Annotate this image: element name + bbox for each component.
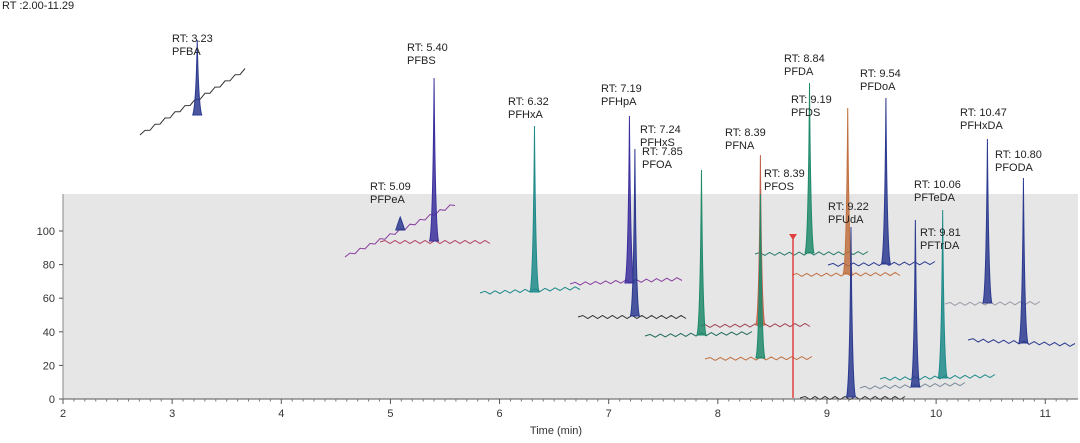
x-tick-label: 10: [930, 408, 942, 420]
peak-pfhxa: [529, 125, 540, 293]
peak-name-label: PFPeA: [370, 194, 406, 206]
peak-rt-label: RT: 9.81: [920, 227, 961, 239]
peak-rt-label: RT: 10.80: [995, 149, 1042, 161]
x-tick-label: 9: [824, 408, 830, 420]
peak-rt-label: RT: 8.39: [725, 127, 766, 139]
x-tick-label: 6: [496, 408, 502, 420]
peak-name-label: PFNA: [725, 140, 755, 152]
peak-rt-label: RT: 7.24: [640, 124, 681, 136]
peak-rt-label: RT: 8.84: [784, 53, 825, 65]
x-tick-label: 3: [169, 408, 175, 420]
rt-range-label: RT :2.00-11.29: [2, 0, 75, 12]
y-tick-label: 60: [43, 293, 55, 305]
peak-name-label: PFOS: [764, 181, 794, 193]
y-tick-label: 40: [43, 327, 55, 339]
peak-pfoda: [1018, 177, 1029, 344]
peak-name-label: PFBA: [172, 46, 201, 58]
peak-name-label: PFDS: [791, 107, 820, 119]
y-axis-ticks: 0 20 40 60 80 100: [37, 226, 63, 406]
peak-name-label: PFDoA: [860, 81, 896, 93]
peak-rt-label: RT: 8.39: [764, 168, 805, 180]
x-axis-ticks: 2 3 4 5 6 7 8 9 10 11: [60, 399, 1068, 420]
peak-rt-label: RT: 10.06: [914, 179, 961, 191]
peak-name-label: PFTeDA: [914, 192, 956, 204]
peak-name-label: PFDA: [784, 66, 814, 78]
peak-pfoa: [696, 169, 707, 336]
peak-pfhpa: [624, 115, 635, 284]
peak-pfda: [804, 82, 815, 254]
peak-rt-label: RT: 3.23: [172, 33, 213, 45]
peak-name-label: PFHxS: [640, 137, 675, 149]
x-tick-label: 11: [1040, 408, 1051, 420]
x-tick-label: 4: [278, 408, 284, 420]
peak-rt-label: RT: 5.09: [370, 181, 411, 193]
x-tick-label: 2: [60, 408, 66, 420]
peak-rt-label: RT: 7.19: [601, 83, 642, 95]
y-tick-label: 80: [43, 260, 55, 272]
peak-pfpea: [395, 215, 406, 231]
peak-pfba: [192, 39, 203, 116]
peak-pfhxda: [982, 138, 993, 304]
x-axis-title: Time (min): [530, 425, 582, 437]
y-tick-label: 20: [43, 360, 55, 372]
marker-triangle: [789, 234, 797, 240]
peak-rt-label: RT: 7.85: [642, 146, 683, 158]
peak-name-label: PFODA: [995, 162, 1034, 174]
peak-rt-label: RT: 9.19: [791, 94, 832, 106]
y-tick-label: 100: [37, 226, 55, 238]
x-tick-label: 7: [606, 408, 612, 420]
peak-name-label: PFTrDA: [920, 240, 960, 252]
peak-pfuda: [845, 226, 857, 398]
peak-pftrda: [910, 219, 921, 388]
peak-name-label: PFHpA: [601, 96, 637, 108]
peak-name-label: PFHxDA: [960, 120, 1003, 132]
peak-rt-label: RT: 6.32: [508, 96, 549, 108]
peak-pfhxs: [629, 148, 641, 317]
x-tick-label: 8: [715, 408, 721, 420]
peak-rt-label: RT: 5.40: [407, 42, 448, 54]
peak-pfos: [755, 193, 766, 359]
peak-rt-label: RT: 10.47: [960, 107, 1007, 119]
plot-background: [63, 194, 1078, 399]
baseline-trace: [139, 68, 246, 136]
baseline-trace: [879, 374, 996, 381]
peaks-layer: [192, 39, 1029, 398]
peak-rt-label: RT: 9.22: [828, 201, 869, 213]
y-tick-label: 0: [49, 394, 55, 406]
baseline-trace: [799, 395, 906, 401]
baseline-trace: [699, 322, 811, 328]
x-tick-label: 5: [387, 408, 393, 420]
peak-name-label: PFBS: [407, 55, 436, 67]
peak-name-label: PFOA: [642, 159, 673, 171]
peak-pfdoa: [880, 97, 892, 265]
peak-rt-label: RT: 9.54: [860, 68, 901, 80]
peak-name-label: PFUdA: [828, 214, 864, 226]
peak-name-label: PFHxA: [508, 109, 544, 121]
peak-pfbs: [428, 77, 440, 242]
peak-pfteda: [937, 209, 948, 379]
